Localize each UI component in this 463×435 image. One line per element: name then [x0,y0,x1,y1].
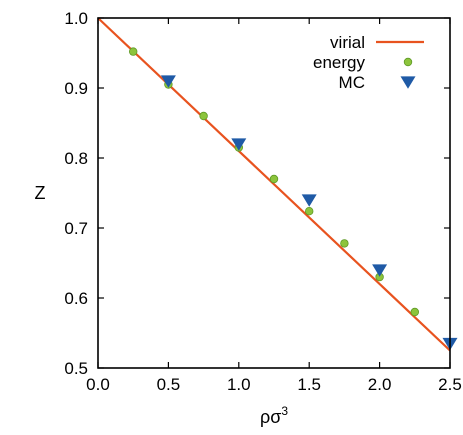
legend-swatch-mc [400,76,416,89]
y-tick-label: 0.9 [64,79,88,98]
mc-point [231,138,247,151]
x-axis-label: ρσ3 [260,404,288,427]
legend-label-energy: energy [313,53,365,72]
y-tick-label: 0.8 [64,149,88,168]
y-tick-label: 0.5 [64,359,88,378]
energy-point [128,47,138,56]
energy-point [305,206,314,216]
plot-frame [97,17,451,369]
mc-point [160,75,176,88]
x-axis-label-main: ρσ [260,407,281,427]
legend-label-virial: virial [330,33,365,52]
virial-line [97,17,451,352]
axis-ticks: 0.0 0.5 1.0 1.5 2.0 2.50.50.60.70.80.91.0 [64,9,461,394]
energy-point [269,174,279,184]
y-tick-label: 0.7 [64,219,88,238]
y-tick-label: 0.6 [64,289,88,308]
energy-point [410,307,419,317]
plot-series [97,17,458,352]
energy-point [340,239,349,248]
y-axis-label: Z [35,183,46,203]
energy-point [199,111,208,121]
x-tick-label: 0.5 [157,375,181,394]
mc-point [301,194,317,207]
legend-swatch-energy [403,57,413,67]
x-tick-label: 2.5 [438,375,462,394]
x-tick-label: 2.0 [368,375,392,394]
x-tick-label: 0.0 [86,375,110,394]
legend-label-mc: MC [339,73,365,92]
mc-point [372,264,388,277]
x-tick-label: 1.0 [227,375,251,394]
x-tick-label: 1.5 [297,375,321,394]
x-axis-label-superscript: 3 [281,404,288,418]
y-tick-label: 1.0 [64,9,88,28]
